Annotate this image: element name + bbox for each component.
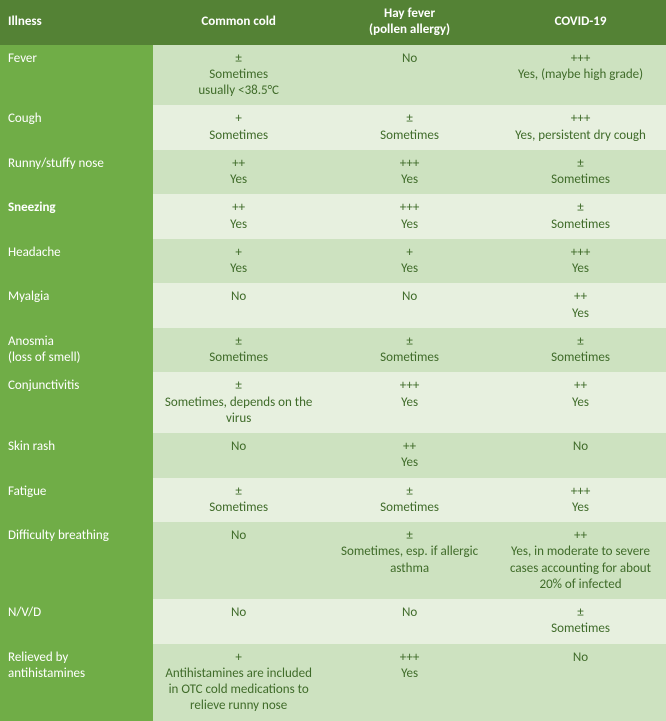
- table-cell: ±Sometimes: [495, 599, 666, 644]
- table-row: Cough+Sometimes±Sometimes+++Yes, persist…: [0, 105, 666, 150]
- table-row: Difficulty breathingNo±Sometimes, esp. i…: [0, 522, 666, 599]
- row-label: N/V/D: [0, 599, 153, 644]
- table-cell: +++Yes: [495, 478, 666, 523]
- row-label: Fever: [0, 45, 153, 106]
- table-cell: +++Yes, (maybe high grade): [495, 45, 666, 106]
- table-row: Fatigue±Sometimes±Sometimes+++Yes: [0, 478, 666, 523]
- table-cell: ±Sometimes: [495, 150, 666, 195]
- table-cell: No: [495, 644, 666, 721]
- table-cell: ±Sometimes, depends on the virus: [153, 372, 324, 433]
- table-cell: ±Sometimes: [324, 105, 495, 150]
- table-row: Headache+Yes+Yes+++Yes: [0, 239, 666, 284]
- row-label: Fatigue: [0, 478, 153, 523]
- table-cell: No: [153, 599, 324, 644]
- table-cell: No: [495, 433, 666, 478]
- table-cell: No: [153, 283, 324, 328]
- symptom-comparison-table: Illness Common cold Hay fever(pollen all…: [0, 0, 666, 721]
- row-label: Headache: [0, 239, 153, 284]
- table-cell: +++Yes, persistent dry cough: [495, 105, 666, 150]
- row-label: Anosmia(loss of smell): [0, 328, 153, 373]
- table-cell: ±Sometimesusually <38.5°C: [153, 45, 324, 106]
- table-header-row: Illness Common cold Hay fever(pollen all…: [0, 0, 666, 45]
- table-cell: No: [324, 283, 495, 328]
- col-header-cold: Common cold: [153, 0, 324, 45]
- table-cell: ±Sometimes: [153, 478, 324, 523]
- table-cell: ±Sometimes: [324, 478, 495, 523]
- table-row: Sneezing++Yes+++Yes±Sometimes: [0, 194, 666, 239]
- table-cell: +++Yes: [324, 150, 495, 195]
- table-cell: ±Sometimes, esp. if allergic asthma: [324, 522, 495, 599]
- col-header-illness: Illness: [0, 0, 153, 45]
- table-cell: +++Yes: [495, 239, 666, 284]
- col-header-covid: COVID-19: [495, 0, 666, 45]
- table-row: MyalgiaNoNo++Yes: [0, 283, 666, 328]
- row-label: Relieved by antihistamines: [0, 644, 153, 721]
- row-label: Conjunctivitis: [0, 372, 153, 433]
- table-cell: +Antihistamines are included in OTC cold…: [153, 644, 324, 721]
- table-cell: No: [153, 433, 324, 478]
- table-cell: ±Sometimes: [495, 328, 666, 373]
- row-label: Sneezing: [0, 194, 153, 239]
- table-row: Conjunctivitis±Sometimes, depends on the…: [0, 372, 666, 433]
- table-cell: ++Yes: [153, 194, 324, 239]
- row-label: Cough: [0, 105, 153, 150]
- table-cell: ++Yes: [153, 150, 324, 195]
- table-cell: +Yes: [324, 239, 495, 284]
- table-cell: ++Yes: [324, 433, 495, 478]
- table-cell: No: [324, 45, 495, 106]
- table-cell: +Sometimes: [153, 105, 324, 150]
- table-row: Skin rashNo++YesNo: [0, 433, 666, 478]
- table-cell: +Yes: [153, 239, 324, 284]
- row-label: Skin rash: [0, 433, 153, 478]
- table-row: Anosmia(loss of smell)±Sometimes±Sometim…: [0, 328, 666, 373]
- table-cell: +++Yes: [324, 372, 495, 433]
- table-cell: ±Sometimes: [153, 328, 324, 373]
- table-row: Runny/stuffy nose++Yes+++Yes±Sometimes: [0, 150, 666, 195]
- row-label: Runny/stuffy nose: [0, 150, 153, 195]
- table-cell: No: [324, 599, 495, 644]
- table-row: Relieved by antihistamines+Antihistamine…: [0, 644, 666, 721]
- table-cell: ±Sometimes: [324, 328, 495, 373]
- table-cell: ++Yes, in moderate to severe cases accou…: [495, 522, 666, 599]
- table-cell: No: [153, 522, 324, 599]
- table-cell: +++Yes: [324, 644, 495, 721]
- table-row: N/V/DNoNo±Sometimes: [0, 599, 666, 644]
- col-header-hayfever: Hay fever(pollen allergy): [324, 0, 495, 45]
- table-cell: +++Yes: [324, 194, 495, 239]
- row-label: Myalgia: [0, 283, 153, 328]
- row-label: Difficulty breathing: [0, 522, 153, 599]
- table-row: Fever±Sometimesusually <38.5°CNo+++Yes, …: [0, 45, 666, 106]
- table-cell: ±Sometimes: [495, 194, 666, 239]
- table-cell: ++Yes: [495, 283, 666, 328]
- table-cell: ++Yes: [495, 372, 666, 433]
